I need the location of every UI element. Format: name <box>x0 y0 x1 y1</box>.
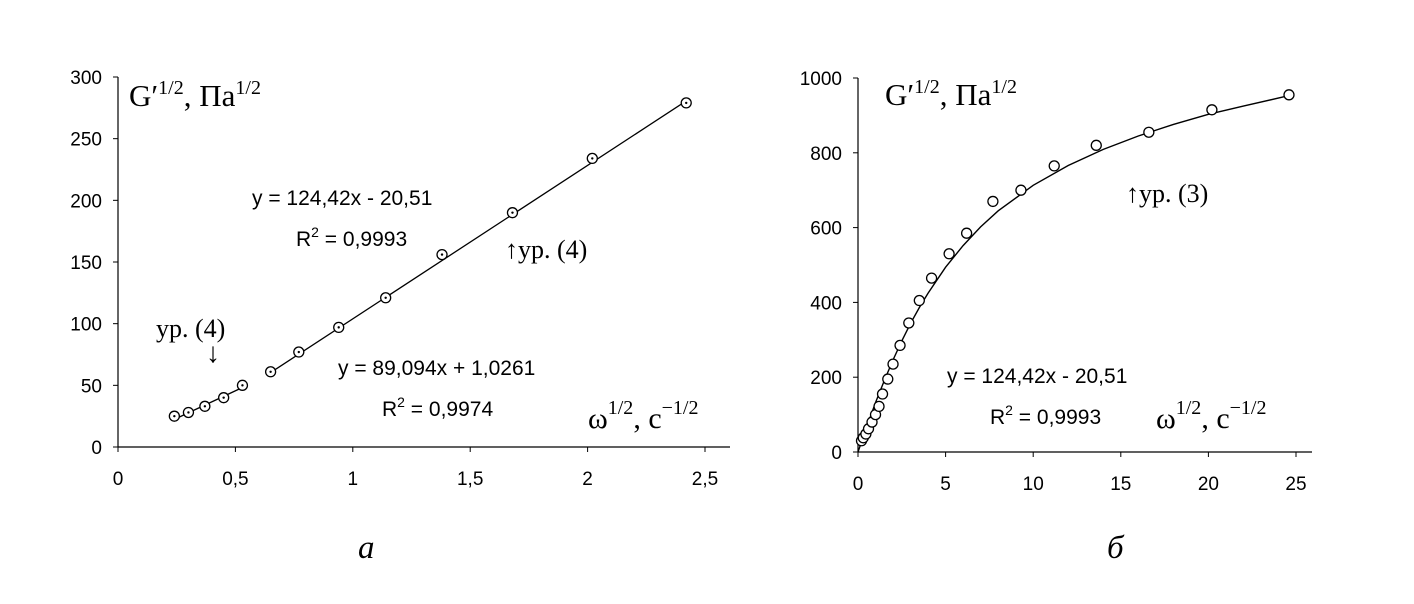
data-point-center <box>269 370 272 373</box>
x-tick-label: 0 <box>853 474 864 495</box>
panel-label-a: а <box>358 530 375 566</box>
data-point <box>882 373 894 385</box>
data-point <box>1283 89 1295 101</box>
data-point-center <box>222 396 225 399</box>
equation-upper-a: y = 124,42x - 20,51 <box>252 187 432 210</box>
r-squared-lower-a: R2 = 0,9974 <box>382 394 493 421</box>
r-squared-upper-a: R2 = 0,9993 <box>296 224 407 251</box>
x-tick-labels-a: 0 0,5 1 1,5 2 2,5 <box>113 469 719 490</box>
down-arrow-a: ↓ <box>206 338 220 369</box>
y-tick-label: 300 <box>70 68 102 89</box>
data-point-center <box>203 405 207 408</box>
x-tick-label: 15 <box>1110 474 1131 495</box>
data-point <box>943 248 955 260</box>
data-points-b <box>855 89 1295 447</box>
axes-b <box>853 77 1312 457</box>
y-tick-label: 200 <box>810 368 842 389</box>
y-tick-label: 200 <box>70 191 102 212</box>
y-axis-label-b: G′1/2, Па1/2 <box>885 76 1017 112</box>
y-tick-label: 800 <box>810 144 842 165</box>
data-point <box>1048 160 1060 172</box>
x-tick-label: 0,5 <box>222 469 248 490</box>
data-point <box>960 227 973 239</box>
equation-ref-label-a: ур. (4) <box>156 314 225 343</box>
x-tick-label: 1 <box>348 469 359 490</box>
model-curve-b <box>857 94 1290 453</box>
chart-panel-a: 0 0,5 1 1,5 2 2,5 0 50 100 150 200 250 300 G′1/2, П… <box>70 68 730 566</box>
y-tick-label: 600 <box>810 219 842 240</box>
data-point <box>925 272 938 284</box>
y-axis-label-a: G′1/2, Па1/2 <box>129 77 261 113</box>
x-tick-labels-b: 0 5 10 15 20 25 <box>853 474 1307 495</box>
data-point <box>913 294 925 307</box>
x-tick-label: 20 <box>1198 474 1219 495</box>
data-point-center <box>337 326 340 329</box>
data-point <box>887 358 899 370</box>
data-point <box>873 400 885 413</box>
chart-panel-b: 0 5 10 15 20 25 0 200 400 600 800 1000 G′1/2, Па1/… <box>800 69 1312 566</box>
y-tick-label: 0 <box>91 438 102 459</box>
y-tick-label: 1000 <box>800 69 842 90</box>
equation-lower-a: y = 89,094x + 1,0261 <box>338 357 535 380</box>
model-curve <box>857 94 1290 453</box>
data-points-a <box>168 97 692 422</box>
data-point-center <box>685 101 688 105</box>
data-point <box>1206 104 1218 116</box>
panel-label-b: б <box>1107 530 1125 566</box>
data-point <box>876 388 889 400</box>
y-tick-labels-a: 0 50 100 150 200 250 300 <box>70 68 102 459</box>
y-tick-label: 150 <box>70 253 102 274</box>
data-point-center <box>384 296 387 299</box>
x-tick-label: 0 <box>113 469 124 490</box>
data-point <box>894 339 906 352</box>
r-squared-b: R2 = 0,9993 <box>990 402 1101 429</box>
equation-ref-up-arrow-a: ↑ур. (4) <box>505 235 587 264</box>
data-point <box>903 317 915 329</box>
x-tick-label: 25 <box>1285 474 1306 495</box>
data-point-center <box>511 211 514 214</box>
y-tick-labels-b: 0 200 400 600 800 1000 <box>800 69 842 464</box>
y-tick-label: 250 <box>70 130 102 151</box>
data-point-center <box>241 384 244 387</box>
data-point-center <box>187 411 190 414</box>
data-point <box>1143 126 1155 138</box>
x-tick-label: 1,5 <box>457 469 483 490</box>
data-point-center <box>297 350 300 354</box>
equation-ref-up-arrow-b: ↑ур. (3) <box>1126 179 1208 208</box>
y-tick-label: 50 <box>81 376 102 397</box>
y-tick-label: 400 <box>810 293 842 314</box>
data-point-center <box>440 253 444 256</box>
x-tick-label: 10 <box>1023 474 1044 495</box>
x-axis-label-b: ω1/2, с−1/2 <box>1156 397 1266 435</box>
data-point <box>1015 184 1027 196</box>
data-point-center <box>591 157 594 160</box>
y-tick-label: 100 <box>70 315 102 336</box>
x-axis-label-a: ω1/2, с−1/2 <box>588 397 698 435</box>
equation-b: y = 124,42x - 20,51 <box>947 365 1127 388</box>
data-point <box>987 195 999 208</box>
axes-a <box>113 76 730 452</box>
data-point <box>1090 139 1102 151</box>
x-tick-label: 5 <box>940 474 951 495</box>
data-point-center <box>173 414 176 418</box>
x-tick-label: 2 <box>582 469 593 490</box>
y-tick-label: 0 <box>831 443 842 464</box>
x-tick-label: 2,5 <box>692 469 718 490</box>
